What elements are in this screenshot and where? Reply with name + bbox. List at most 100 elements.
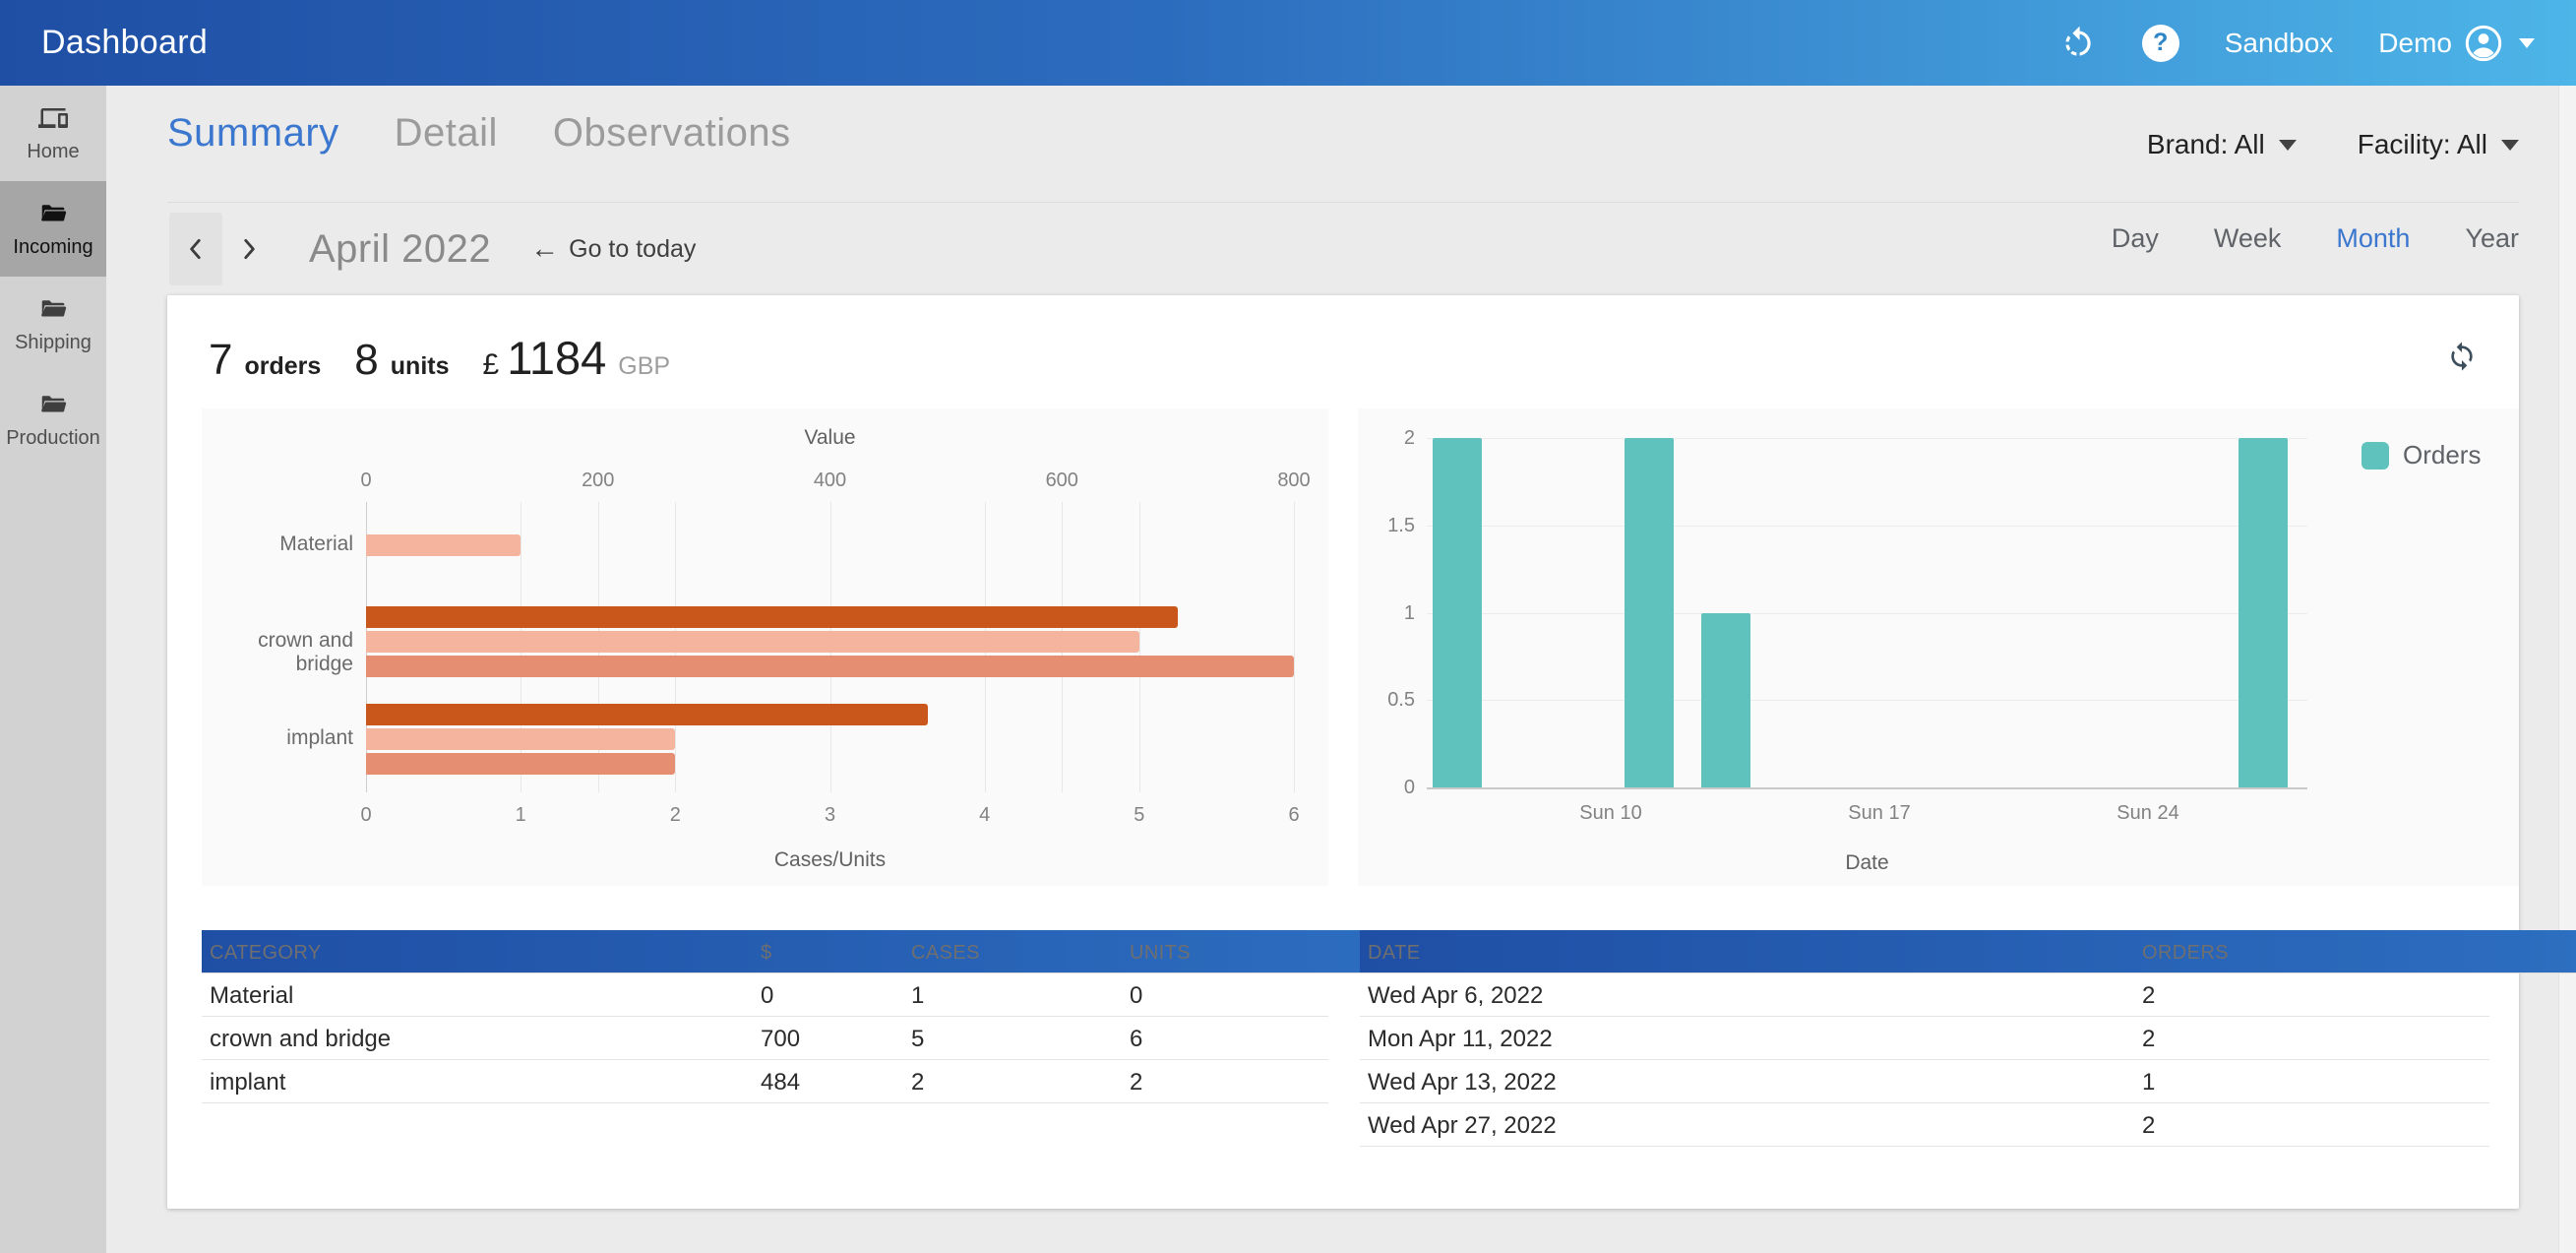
next-period-button[interactable] xyxy=(222,213,276,285)
sandbox-label[interactable]: Sandbox xyxy=(2224,27,2334,58)
cell: 5 xyxy=(911,1026,925,1052)
refresh-icon[interactable] xyxy=(2446,341,2478,372)
category-label: Material xyxy=(279,533,353,555)
table-row: Wed Apr 13, 2022 1 xyxy=(1360,1060,2489,1103)
table-row: Wed Apr 27, 2022 2 xyxy=(1360,1103,2489,1147)
brand-filter-label: Brand: All xyxy=(2146,129,2265,159)
cell: Material xyxy=(210,982,294,1009)
view-switcher: Day Week Month Year xyxy=(2112,223,2519,254)
cell: Wed Apr 13, 2022 xyxy=(1368,1069,1557,1096)
sidebar-item-shipping[interactable]: Shipping xyxy=(0,277,106,372)
orders-table: DATE ORDERS Wed Apr 6, 2022 2 Mon Apr 11, 20… xyxy=(1360,930,2576,1147)
bar-units-crown-and-bridge xyxy=(366,656,1294,678)
summary-stats: 7 orders 8 units £ 1184 GBP xyxy=(209,331,670,385)
bar-value-implant xyxy=(366,703,928,725)
y-axis-tick: 0 xyxy=(1403,777,1415,798)
prev-period-button[interactable] xyxy=(169,213,222,285)
category-label: implant xyxy=(286,725,353,749)
value-axis-tick: 800 xyxy=(1277,470,1311,491)
view-week[interactable]: Week xyxy=(2213,223,2282,253)
page-scrollbar[interactable] xyxy=(2558,86,2576,1253)
help-icon[interactable]: ? xyxy=(2141,24,2179,62)
view-month[interactable]: Month xyxy=(2336,223,2411,253)
cell: Wed Apr 6, 2022 xyxy=(1368,982,1544,1009)
tab-detail[interactable]: Detail xyxy=(394,111,498,155)
cases-axis-tick: 4 xyxy=(979,804,991,826)
legend-label: Orders xyxy=(2403,440,2482,470)
app-header: Dashboard ? Sandbox Demo xyxy=(0,0,2576,86)
table-row: Wed Apr 6, 2022 2 xyxy=(1360,973,2489,1017)
value-axis-tick: 200 xyxy=(582,470,615,491)
sidebar-item-label: Production xyxy=(6,427,100,449)
column-header: DATE xyxy=(1368,942,1421,964)
x-axis-tick: Sun 17 xyxy=(1848,802,1911,824)
bar-units-implant xyxy=(366,752,676,775)
folder-open-icon xyxy=(38,294,68,324)
cell: implant xyxy=(210,1069,286,1096)
cases-axis-tick: 0 xyxy=(360,804,372,826)
main-content: Summary Detail Observations Brand: All F… xyxy=(106,86,2576,1253)
sidebar-item-label: Shipping xyxy=(15,332,92,353)
facility-filter-label: Facility: All xyxy=(2357,129,2487,159)
cell: 484 xyxy=(761,1069,801,1096)
sidebar-item-production[interactable]: Production xyxy=(0,372,106,468)
orders-bar-apr-11 xyxy=(1625,438,1674,787)
gridline xyxy=(1427,700,2307,702)
cases-axis-tick: 1 xyxy=(515,804,526,826)
tab-summary[interactable]: Summary xyxy=(167,111,339,155)
cell: crown and bridge xyxy=(210,1026,392,1052)
date-navigation: April 2022 ← Go to today xyxy=(169,212,696,286)
table-row: Mon Apr 11, 2022 2 xyxy=(1360,1017,2489,1060)
table-row: crown and bridge 700 5 6 xyxy=(202,1017,1328,1060)
chevron-down-icon xyxy=(2501,139,2519,151)
cell: 2 xyxy=(2142,982,2156,1009)
x-axis-baseline xyxy=(1427,787,2307,789)
view-day[interactable]: Day xyxy=(2111,223,2159,253)
gridline xyxy=(1427,438,2307,439)
cell: 1 xyxy=(2142,1069,2156,1096)
category-chart: Value 0 200 400 600 800 0 1 2 3 4 5 6 Material crown a… xyxy=(202,408,1328,886)
current-period-label: April 2022 xyxy=(309,226,492,271)
cases-axis-tick: 6 xyxy=(1288,804,1300,826)
folder-open-icon xyxy=(38,199,68,228)
orders-by-date-chart: 0 0.5 1 1.5 2 Sun 10 Sun 17 Sun 24 Date Orders xyxy=(1358,408,2519,886)
sidebar-item-home[interactable]: Home xyxy=(0,86,106,181)
orders-bar-apr-13 xyxy=(1701,612,1750,787)
y-axis-tick: 2 xyxy=(1403,427,1415,449)
orders-bar-apr-6 xyxy=(1433,438,1482,787)
cell: Wed Apr 27, 2022 xyxy=(1368,1112,1557,1139)
user-menu[interactable]: Demo xyxy=(2378,24,2535,63)
facility-filter[interactable]: Facility: All xyxy=(2358,129,2519,160)
x-axis-tick: Sun 10 xyxy=(1579,802,1642,824)
table-header-row: DATE ORDERS xyxy=(1360,930,2576,973)
cell: 2 xyxy=(911,1069,925,1096)
cases-axis-tick: 3 xyxy=(824,804,836,826)
value-axis-tick: 0 xyxy=(360,470,372,491)
sidebar-item-incoming[interactable]: Incoming xyxy=(0,181,106,277)
bar-cases-crown-and-bridge xyxy=(366,631,1139,654)
value-axis-title: Value xyxy=(804,426,856,449)
sidebar-item-label: Home xyxy=(27,141,80,162)
go-to-today-label: Go to today xyxy=(569,234,697,263)
bar-cases-Material xyxy=(366,534,521,556)
divider xyxy=(167,202,2519,203)
legend: Orders xyxy=(2361,440,2481,470)
undo-icon[interactable] xyxy=(2059,25,2097,62)
folder-open-icon xyxy=(38,390,68,419)
go-to-today-button[interactable]: ← Go to today xyxy=(530,234,697,264)
avatar-icon xyxy=(2464,24,2503,63)
date-axis-title: Date xyxy=(1845,851,1889,874)
total-value: 1184 xyxy=(507,332,607,384)
summary-card: 7 orders 8 units £ 1184 GBP Value 0 200 4 0 0… xyxy=(167,295,2576,1209)
cell: 0 xyxy=(761,982,774,1009)
tab-observations[interactable]: Observations xyxy=(552,111,791,155)
home-devices-icon xyxy=(38,103,68,133)
bar-cases-implant xyxy=(366,727,676,750)
value-axis-tick: 600 xyxy=(1045,470,1078,491)
cases-axis-tick: 5 xyxy=(1134,804,1145,826)
chevron-down-icon xyxy=(2278,139,2297,151)
sidebar: Home Incoming Shipping Production xyxy=(0,86,106,1253)
brand-filter[interactable]: Brand: All xyxy=(2147,129,2297,160)
currency-symbol: £ xyxy=(482,348,500,381)
view-year[interactable]: Year xyxy=(2465,223,2519,253)
